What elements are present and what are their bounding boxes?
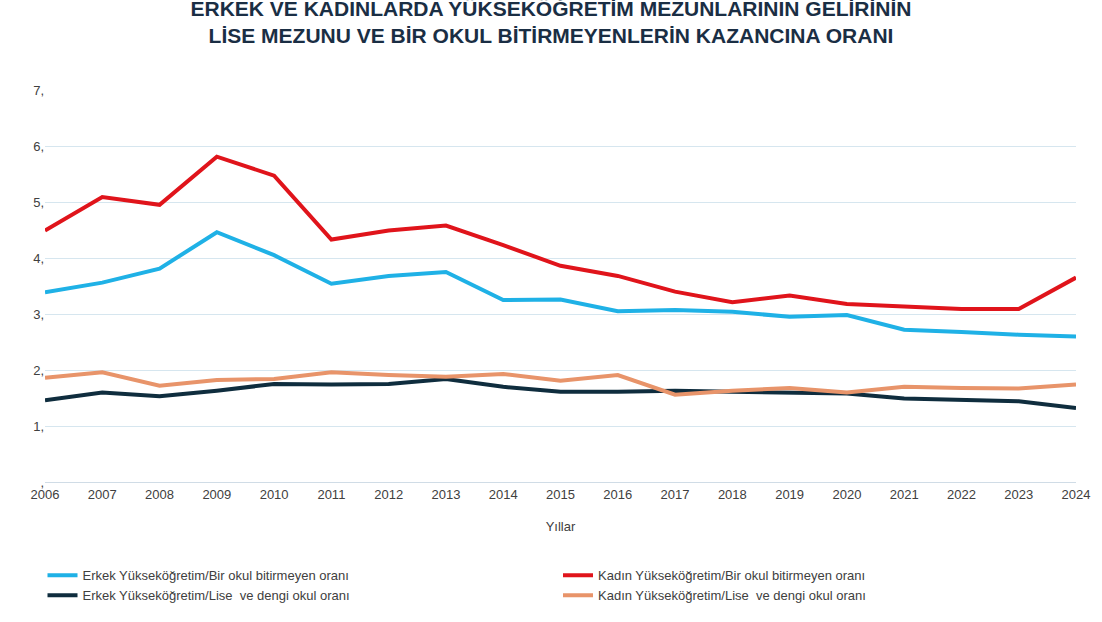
svg-text:2021: 2021 [890,487,919,502]
svg-text:Erkek Yükseköğretim/Bir okul b: Erkek Yükseköğretim/Bir okul bitirmeyen … [83,568,349,583]
svg-text:3,: 3, [33,307,44,322]
svg-text:2012: 2012 [374,487,403,502]
svg-text:7,: 7, [33,83,44,98]
svg-text:2016: 2016 [603,487,632,502]
svg-text:Kadın Yükseköğretim/Lise ve d: Kadın Yükseköğretim/Lise ve dengi okul o… [598,588,866,603]
svg-text:Yıllar: Yıllar [546,519,576,534]
svg-text:2007: 2007 [88,487,117,502]
svg-text:2023: 2023 [1004,487,1033,502]
svg-text:Kadın Yükseköğretim/Bir okul b: Kadın Yükseköğretim/Bir okul bitirmeyen … [598,568,865,583]
svg-text:2009: 2009 [202,487,231,502]
svg-text:2015: 2015 [546,487,575,502]
svg-text:5,: 5, [33,195,44,210]
svg-text:2018: 2018 [718,487,747,502]
svg-text:1,: 1, [33,419,44,434]
svg-text:2019: 2019 [775,487,804,502]
svg-text:4,: 4, [33,251,44,266]
svg-text:Erkek Yükseköğretim/Lise ve d: Erkek Yükseköğretim/Lise ve dengi okul o… [83,588,350,603]
svg-text:2017: 2017 [661,487,690,502]
svg-text:6,: 6, [33,139,44,154]
svg-text:2,: 2, [33,363,44,378]
svg-text:2011: 2011 [317,487,345,502]
svg-text:2008: 2008 [145,487,174,502]
svg-text:,: , [40,475,44,490]
svg-text:2013: 2013 [431,487,460,502]
svg-text:2020: 2020 [832,487,861,502]
svg-text:2022: 2022 [947,487,976,502]
svg-text:2006: 2006 [31,487,60,502]
svg-text:ERKEK VE KADINLARDA YÜKSEKÖĞRE: ERKEK VE KADINLARDA YÜKSEKÖĞRETİM MEZUNL… [190,0,911,47]
svg-text:2010: 2010 [260,487,289,502]
svg-text:2024: 2024 [1062,487,1091,502]
svg-text:2014: 2014 [489,487,518,502]
